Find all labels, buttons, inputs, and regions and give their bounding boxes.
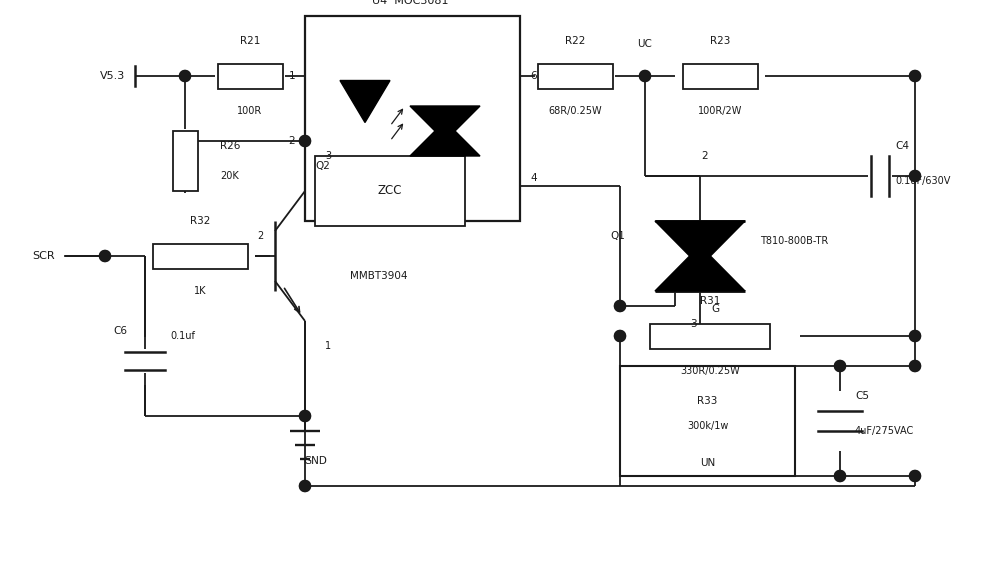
Circle shape bbox=[910, 330, 920, 342]
Text: G: G bbox=[711, 304, 719, 314]
Circle shape bbox=[100, 251, 110, 261]
Circle shape bbox=[910, 71, 920, 81]
Text: GND: GND bbox=[303, 456, 327, 466]
Circle shape bbox=[180, 71, 190, 81]
Circle shape bbox=[910, 471, 920, 481]
Circle shape bbox=[100, 251, 110, 261]
Text: R31: R31 bbox=[700, 296, 720, 306]
Text: 2: 2 bbox=[288, 136, 295, 146]
Text: V5.3: V5.3 bbox=[100, 71, 125, 81]
Circle shape bbox=[640, 71, 650, 81]
Circle shape bbox=[614, 330, 626, 342]
Text: 1: 1 bbox=[325, 341, 331, 351]
Text: 3: 3 bbox=[325, 151, 331, 161]
Circle shape bbox=[834, 361, 846, 371]
Text: 1K: 1K bbox=[194, 286, 206, 296]
Polygon shape bbox=[655, 246, 745, 291]
Text: 100R/2W: 100R/2W bbox=[698, 106, 742, 116]
Text: 6: 6 bbox=[530, 71, 537, 81]
Text: 0.1uf: 0.1uf bbox=[170, 331, 195, 341]
Circle shape bbox=[300, 136, 310, 146]
Text: UC: UC bbox=[638, 39, 652, 49]
Circle shape bbox=[834, 361, 846, 371]
Text: MMBT3904: MMBT3904 bbox=[350, 271, 408, 281]
Bar bbox=[620, 366, 795, 476]
Circle shape bbox=[180, 71, 190, 81]
Text: SCR: SCR bbox=[32, 251, 55, 261]
Circle shape bbox=[910, 471, 920, 481]
Text: 1: 1 bbox=[288, 71, 295, 81]
Text: Q2: Q2 bbox=[315, 161, 330, 171]
Polygon shape bbox=[340, 80, 390, 122]
Text: 4uF/275VAC: 4uF/275VAC bbox=[855, 426, 914, 436]
Text: 2: 2 bbox=[257, 231, 263, 241]
Bar bbox=[305, 16, 520, 221]
Circle shape bbox=[910, 361, 920, 371]
Text: 20K: 20K bbox=[220, 171, 239, 181]
Polygon shape bbox=[410, 106, 480, 141]
Text: R22: R22 bbox=[565, 36, 585, 46]
Circle shape bbox=[614, 301, 626, 311]
Polygon shape bbox=[655, 221, 745, 266]
Text: T810-800B-TR: T810-800B-TR bbox=[760, 236, 828, 246]
Circle shape bbox=[300, 411, 310, 421]
Bar bbox=[218, 63, 283, 89]
Bar bbox=[173, 131, 198, 191]
Text: R33: R33 bbox=[697, 396, 718, 406]
Circle shape bbox=[614, 301, 626, 311]
Bar bbox=[682, 63, 758, 89]
Circle shape bbox=[910, 71, 920, 81]
Circle shape bbox=[300, 136, 310, 146]
Circle shape bbox=[300, 411, 310, 421]
Text: 3: 3 bbox=[690, 319, 697, 329]
Text: R21: R21 bbox=[240, 36, 260, 46]
Circle shape bbox=[910, 330, 920, 342]
Bar bbox=[650, 324, 770, 348]
Text: 68R/0.25W: 68R/0.25W bbox=[548, 106, 602, 116]
Text: R32: R32 bbox=[190, 216, 210, 226]
Circle shape bbox=[834, 471, 846, 481]
Circle shape bbox=[640, 71, 650, 81]
Bar bbox=[315, 156, 465, 226]
Circle shape bbox=[910, 171, 920, 182]
Text: C5: C5 bbox=[855, 391, 869, 401]
Circle shape bbox=[834, 471, 846, 481]
Bar bbox=[152, 243, 248, 269]
Circle shape bbox=[300, 481, 310, 491]
Text: 100R: 100R bbox=[237, 106, 263, 116]
Bar bbox=[538, 63, 612, 89]
Text: C6: C6 bbox=[113, 326, 127, 336]
Text: R26: R26 bbox=[220, 141, 240, 151]
Text: R23: R23 bbox=[710, 36, 730, 46]
Text: 300k/1w: 300k/1w bbox=[687, 421, 728, 431]
Circle shape bbox=[910, 361, 920, 371]
Circle shape bbox=[910, 171, 920, 182]
Text: U4  MOC3081: U4 MOC3081 bbox=[372, 0, 448, 6]
Circle shape bbox=[614, 330, 626, 342]
Circle shape bbox=[300, 481, 310, 491]
Text: 2: 2 bbox=[702, 151, 708, 161]
Polygon shape bbox=[410, 121, 480, 156]
Text: 4: 4 bbox=[530, 173, 537, 183]
Text: 330R/0.25W: 330R/0.25W bbox=[680, 366, 740, 376]
Text: Q1: Q1 bbox=[610, 231, 625, 241]
Text: UN: UN bbox=[700, 458, 715, 468]
Text: C4: C4 bbox=[895, 141, 909, 151]
Text: 0.1uF/630V: 0.1uF/630V bbox=[895, 176, 950, 186]
Text: ZCC: ZCC bbox=[378, 185, 402, 197]
